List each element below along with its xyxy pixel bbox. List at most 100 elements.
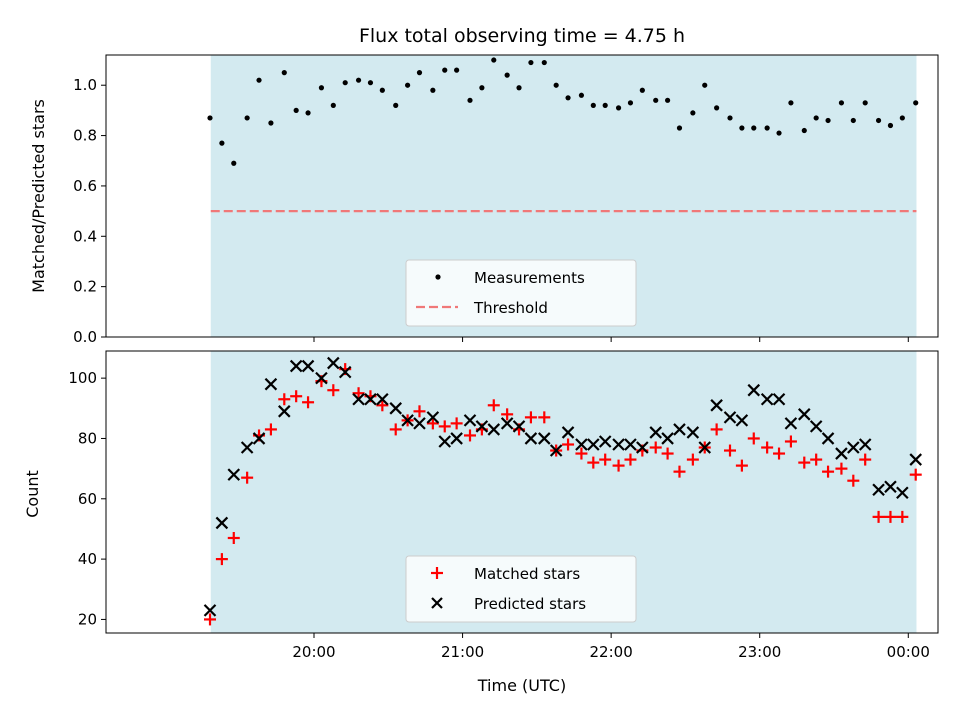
matched-star-point xyxy=(747,432,760,445)
matched-star-point xyxy=(538,411,551,424)
measurement-point xyxy=(727,115,733,121)
predicted-star-point xyxy=(450,432,463,445)
measurement-point xyxy=(454,67,460,73)
measurement-point xyxy=(764,125,770,131)
measurement-point xyxy=(244,115,250,121)
measurement-point xyxy=(293,107,299,113)
matched-star-point xyxy=(215,553,228,566)
measurement-point xyxy=(442,67,448,73)
legend-matched-label: Matched stars xyxy=(474,565,580,583)
matched-star-point xyxy=(241,471,254,484)
predicted-star-point xyxy=(301,359,315,373)
matched-star-point xyxy=(724,444,736,457)
measurement-point xyxy=(516,85,522,91)
matched-star-point xyxy=(624,453,637,466)
matched-star-point xyxy=(735,459,748,472)
matched-star-point xyxy=(909,468,922,481)
matched-star-point xyxy=(661,447,674,460)
measurement-point xyxy=(590,102,596,108)
predicted-star-point xyxy=(636,441,649,454)
x-axis-ticks-ratio xyxy=(313,337,909,342)
predicted-star-point xyxy=(401,414,414,427)
predicted-star-point xyxy=(426,411,440,424)
legend-count-box xyxy=(405,555,637,623)
measurement-point xyxy=(207,115,213,121)
matched-star-point xyxy=(562,438,575,451)
predicted-star-point xyxy=(909,453,922,466)
measurement-point xyxy=(739,125,745,131)
predicted-star-point xyxy=(376,392,389,406)
measurement-point xyxy=(665,97,671,103)
y-tick-label: 1.0 xyxy=(73,76,97,94)
measurement-point xyxy=(615,105,622,111)
matched-star-point xyxy=(896,510,909,523)
measurement-point xyxy=(913,100,919,106)
predicted-star-point xyxy=(649,426,662,439)
x-tick-label: 00:00 xyxy=(887,643,930,661)
matched-star-point xyxy=(784,435,797,448)
predicted-star-point xyxy=(352,392,365,406)
measurement-point xyxy=(231,160,237,166)
measurement-point xyxy=(416,70,423,76)
matched-star-point xyxy=(835,462,848,475)
measurement-point xyxy=(801,127,807,134)
predicted-star-point xyxy=(809,420,823,433)
measurement-point xyxy=(813,115,819,121)
y-tick-label: 0.6 xyxy=(73,177,97,195)
measurement-point xyxy=(219,140,225,146)
measurement-point xyxy=(318,85,325,91)
measurement-point xyxy=(467,97,473,103)
predicted-star-point xyxy=(549,444,563,457)
predicted-star-point xyxy=(784,417,798,430)
predicted-star-point xyxy=(772,392,786,406)
y-tick-label: 80 xyxy=(78,429,97,447)
measurement-point xyxy=(676,125,683,131)
predicted-star-point xyxy=(686,426,700,439)
measurement-point xyxy=(887,122,894,129)
measurement-point xyxy=(602,102,608,108)
measurement-point xyxy=(256,77,262,83)
matched-star-point xyxy=(413,405,426,418)
legend-matched-marker xyxy=(431,567,443,579)
predicted-star-point xyxy=(835,447,848,460)
predicted-star-point xyxy=(487,423,501,436)
chart-title: Flux total observing time = 4.75 h xyxy=(359,25,685,47)
predicted-star-point xyxy=(475,420,489,433)
panel-ratio: 0.0 0.2 0.4 0.6 0.8 1.0 Matched/Predicted sta… xyxy=(29,54,939,346)
matched-star-point xyxy=(450,417,463,430)
measurement-point xyxy=(875,117,882,124)
predicted-star-point xyxy=(327,356,340,370)
measurement-point xyxy=(479,85,485,91)
matched-star-point xyxy=(673,465,686,478)
measurement-point xyxy=(305,110,311,116)
measurement-point xyxy=(578,92,585,98)
x-axis-ticks-count: 20:00 21:00 22:00 23:00 00:00 xyxy=(292,633,930,661)
matched-star-point xyxy=(798,456,811,469)
matched-star-point xyxy=(649,441,662,454)
matched-star-point xyxy=(859,453,872,466)
predicted-star-point xyxy=(463,414,477,427)
measurement-point xyxy=(430,87,436,93)
measurement-point xyxy=(504,72,510,78)
predicted-star-point xyxy=(240,441,254,454)
measurement-point xyxy=(899,115,905,121)
measurement-point xyxy=(690,110,696,116)
matched-star-point xyxy=(204,613,216,626)
matched-star-point xyxy=(487,399,500,412)
matched-stars-points xyxy=(204,363,922,626)
matched-star-point xyxy=(227,531,240,544)
matched-star-point xyxy=(686,453,699,466)
legend-count: Matched stars Predicted stars xyxy=(405,555,637,623)
predicted-star-point xyxy=(389,402,402,415)
panel-count: 20 40 60 80 100 20:00 21:00 22:00 23:00 00:00 Co… xyxy=(23,350,939,695)
predicted-star-point xyxy=(872,483,885,497)
y-tick-label: 20 xyxy=(78,610,97,628)
predicted-stars-points xyxy=(203,356,922,617)
predicted-star-point xyxy=(278,405,291,418)
legend-measurements-label: Measurements xyxy=(474,269,585,287)
measurement-point xyxy=(751,125,757,131)
predicted-star-point xyxy=(500,417,514,430)
predicted-star-point xyxy=(598,435,612,448)
measurement-point xyxy=(268,120,274,126)
